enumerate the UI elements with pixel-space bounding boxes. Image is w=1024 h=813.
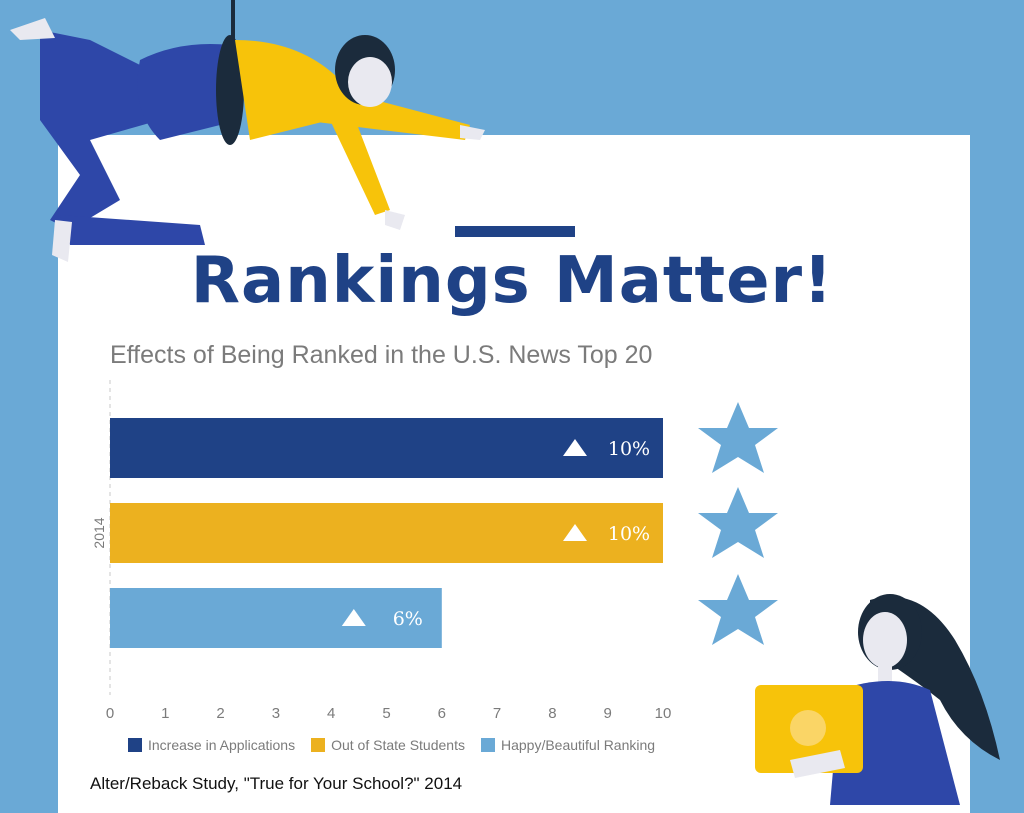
legend-swatch (128, 738, 142, 752)
x-tick-label: 8 (548, 705, 556, 722)
chart-title: Effects of Being Ranked in the U.S. News… (110, 341, 653, 369)
x-tick-label: 7 (493, 705, 501, 722)
legend-swatch (311, 738, 326, 752)
woman-with-laptop-illustration (755, 594, 1000, 805)
star-icon (698, 402, 778, 473)
legend-label: Happy/Beautiful Ranking (500, 737, 656, 753)
x-tick-label: 0 (106, 705, 114, 722)
star-icon (698, 574, 778, 645)
bar-2 (110, 588, 442, 648)
up-triangle-icon (341, 609, 366, 626)
x-tick-label: 9 (604, 705, 612, 722)
star-icon (698, 487, 778, 558)
legend-swatch (480, 738, 495, 752)
x-tick-label: 6 (438, 705, 446, 722)
bar-value-label: 6% (393, 608, 423, 630)
accent-bar (455, 226, 575, 237)
x-tick-label: 10 (655, 705, 672, 722)
up-triangle-icon (563, 439, 587, 456)
source-note: Alter/Reback Study, "True for Your Schoo… (90, 774, 463, 793)
headline: Rankings Matter! (190, 244, 834, 318)
x-tick-label: 5 (382, 705, 390, 722)
legend-item: Out of State Students (311, 737, 465, 753)
x-tick-label: 1 (161, 705, 169, 722)
star-icons (698, 402, 778, 645)
legend-item: Increase in Applications (128, 737, 295, 753)
legend-label: Out of State Students (331, 737, 465, 753)
chart-legend: Increase in Applications Out of State Stu… (128, 737, 655, 753)
up-triangle-icon (563, 524, 587, 541)
bar-value-label: 10% (608, 523, 650, 545)
legend-item: Happy/Beautiful Ranking (480, 737, 656, 753)
x-tick-label: 2 (216, 705, 224, 722)
category-label: 2014 (91, 517, 107, 548)
legend-label: Increase in Applications (148, 737, 296, 753)
falling-man-illustration (10, 18, 485, 262)
x-tick-label: 4 (327, 705, 335, 722)
x-tick-label: 3 (272, 705, 280, 722)
bar-value-label: 10% (608, 438, 650, 460)
